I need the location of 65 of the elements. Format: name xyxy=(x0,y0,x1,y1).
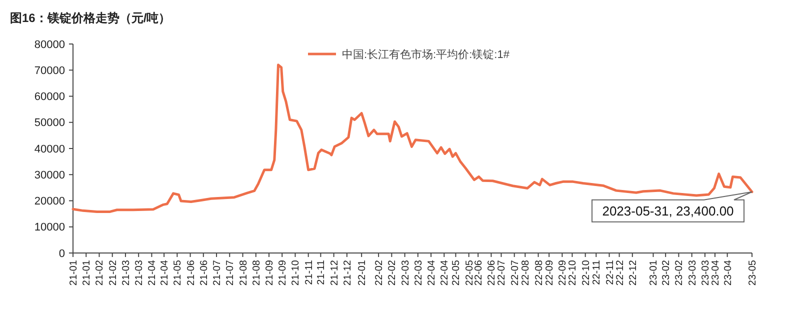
x-tick-label: 23-04 xyxy=(722,260,734,286)
y-tick-label: 80000 xyxy=(34,38,65,51)
x-tick-label: 22-10 xyxy=(568,260,579,286)
x-tick-label: 23-02 xyxy=(661,260,672,286)
x-tick-label: 21-06 xyxy=(198,260,210,286)
x-tick-label: 23-03 xyxy=(687,260,698,286)
x-tick-label: 22-01 xyxy=(357,260,368,286)
x-tick-label: 21-02 xyxy=(108,260,119,286)
x-tick-label: 21-12 xyxy=(329,260,340,286)
x-tick-label: 22-04 xyxy=(426,260,438,286)
x-tick-label: 22-12 xyxy=(614,260,626,286)
y-tick-label: 60000 xyxy=(34,91,65,104)
x-tick-label: 22-06 xyxy=(474,260,485,286)
x-tick-label: 21-07 xyxy=(212,260,224,286)
y-tick-label: 70000 xyxy=(34,64,65,77)
annotation: 2023-05-31, 23,400.00 xyxy=(602,203,734,218)
x-tick-label: 22-07 xyxy=(496,260,508,286)
x-tick-label: 23-03 xyxy=(700,260,712,286)
x-tick-label: 21-04 xyxy=(147,260,158,286)
x-tick-label: 23-01 xyxy=(648,260,660,286)
x-tick-label: 21-04 xyxy=(160,260,171,286)
y-tick-label: 50000 xyxy=(34,117,65,130)
x-tick-label: 22-07 xyxy=(510,260,521,286)
x-tick-label: 21-03 xyxy=(134,260,146,286)
x-tick-label: 23-05 xyxy=(748,260,758,286)
x-tick-label: 22-04 xyxy=(440,260,451,286)
x-tick-label: 23-04 xyxy=(710,260,722,286)
x-tick-label: 21-09 xyxy=(278,260,289,286)
x-tick-label: 21-10 xyxy=(290,260,302,286)
y-tick-label: 10000 xyxy=(34,222,65,234)
x-tick-label: 22-08 xyxy=(520,260,532,286)
x-tick-label: 22-09 xyxy=(544,260,556,286)
x-tick-label: 22-03 xyxy=(413,260,424,286)
x-tick-label: 22-05 xyxy=(464,260,476,286)
x-tick-label: 21-05 xyxy=(172,260,184,286)
legend-label: 中国:长江有色市场:平均价:镁锭:1# xyxy=(342,48,510,61)
x-tick-label: 21-09 xyxy=(264,260,276,286)
x-tick-label: 21-11 xyxy=(304,260,315,285)
x-tick-label: 21-07 xyxy=(225,260,236,286)
x-tick-label: 22-09 xyxy=(558,260,569,286)
x-tick-label: 22-11 xyxy=(592,260,603,285)
x-tick-label: 22-08 xyxy=(534,260,545,286)
x-tick-label: 23-02 xyxy=(674,260,686,286)
x-tick-label: 21-08 xyxy=(238,260,250,286)
x-tick-label: 21-01 xyxy=(68,260,80,286)
x-tick-label: 22-06 xyxy=(486,260,498,286)
x-tick-label: 21-02 xyxy=(94,260,106,286)
x-tick-label: 21-12 xyxy=(342,260,354,286)
x-tick-label: 21-08 xyxy=(251,260,262,286)
x-tick-label: 21-06 xyxy=(186,260,197,286)
x-tick-label: 22-10 xyxy=(580,260,592,286)
x-tick-label: 22-05 xyxy=(451,260,462,286)
y-tick-label: 30000 xyxy=(34,169,65,182)
x-tick-label: 22-03 xyxy=(400,260,412,286)
y-tick-label: 20000 xyxy=(34,196,65,208)
y-tick-label: 40000 xyxy=(34,143,65,156)
x-tick-label: 22-11 xyxy=(604,260,616,285)
x-tick-label: 21-11 xyxy=(316,260,328,285)
x-tick-label: 22-02 xyxy=(387,260,398,286)
x-tick-label: 22-02 xyxy=(374,260,386,286)
x-tick-label: 21-03 xyxy=(120,260,132,286)
chart-title: 图16：镁锭价格走势（元/吨） xyxy=(10,11,171,25)
y-tick-label: 0 xyxy=(58,248,65,260)
x-tick-label: 22-12 xyxy=(628,260,639,286)
x-tick-label: 21-01 xyxy=(82,260,93,286)
